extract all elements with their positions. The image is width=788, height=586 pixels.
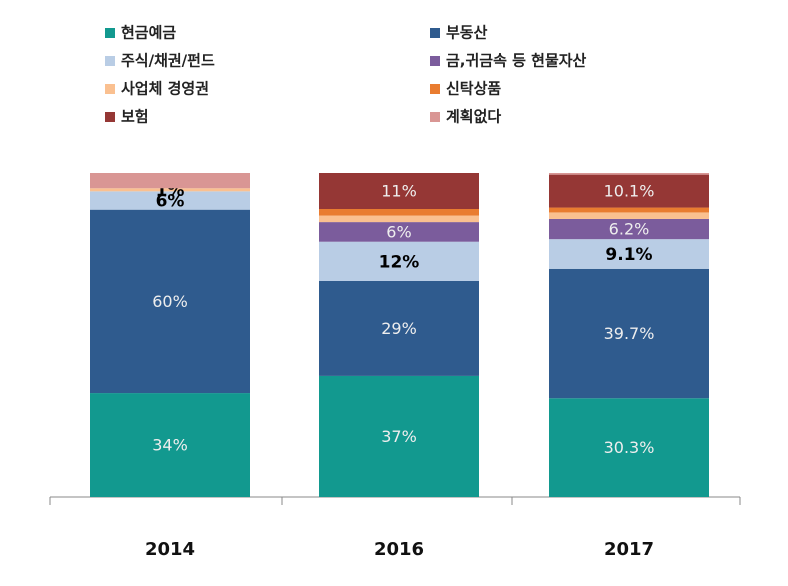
data-label: 10.1% [604, 182, 655, 201]
bar-segment [319, 375, 479, 497]
data-label: 6% [156, 192, 185, 212]
bar-segment [549, 207, 709, 213]
bar-segment [549, 239, 709, 269]
bar-segment [319, 281, 479, 376]
x-tick-label: 2016 [374, 539, 424, 560]
legend-swatch [430, 112, 440, 122]
data-label: 11% [381, 182, 417, 201]
legend-label: 금,귀금속 등 현물자산 [446, 52, 587, 70]
bar-segment [319, 222, 479, 242]
bar-segment [549, 212, 709, 219]
legend-swatch [430, 56, 440, 66]
legend-swatch [105, 56, 115, 66]
data-label: 6% [386, 222, 411, 241]
bar-segment [549, 218, 709, 240]
data-label: 29% [381, 319, 417, 338]
bar-segment [319, 215, 479, 223]
bar-segment [549, 398, 709, 497]
bar-segment [319, 241, 479, 281]
bar-segment [90, 188, 250, 192]
x-tick-label: 2017 [604, 539, 654, 560]
bar-segment [319, 173, 479, 209]
legend-label: 현금예금 [121, 24, 176, 42]
legend-swatch [105, 28, 115, 38]
legend-label: 보험 [121, 108, 149, 126]
legend-label: 주식/채권/펀드 [121, 52, 215, 70]
legend-label: 신탁상품 [446, 80, 501, 98]
data-label: 60% [152, 292, 188, 311]
legend-swatch [430, 28, 440, 38]
legend-label: 부동산 [446, 24, 488, 42]
data-label: 9.1% [605, 245, 652, 265]
legend-swatch [430, 84, 440, 94]
x-tick-label: 2014 [145, 539, 195, 560]
bar-segment [90, 173, 250, 189]
bar-segment [549, 173, 709, 175]
bar-segment [549, 174, 709, 208]
legend-label: 사업체 경영권 [121, 80, 209, 98]
bar-segment [90, 209, 250, 394]
data-label: 37% [381, 427, 417, 446]
data-label: 34% [152, 436, 188, 455]
data-label: 30.3% [604, 438, 655, 457]
bar-segment [549, 268, 709, 399]
bar-segment [90, 393, 250, 497]
legend-swatch [105, 112, 115, 122]
data-label: 39.7% [604, 324, 655, 343]
bar-segment [319, 209, 479, 216]
legend-label: 계획없다 [446, 108, 501, 126]
data-label: 12% [379, 252, 420, 272]
bar-segment [90, 191, 250, 210]
legend-swatch [105, 84, 115, 94]
data-label: 6.2% [609, 220, 650, 239]
